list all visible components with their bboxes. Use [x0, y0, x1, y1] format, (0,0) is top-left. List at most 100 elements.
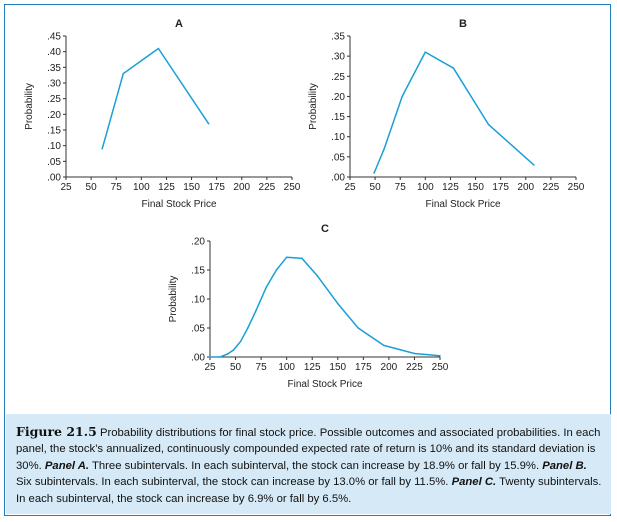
panel-b-text: Six subintervals. In each subinterval, t… — [16, 476, 449, 489]
figure-caption: Figure 21.5 Probability distributions fo… — [6, 414, 611, 514]
panel-c-data-point — [382, 344, 385, 347]
panel-a-y-label: Probability — [24, 83, 35, 130]
panel-a-y-tick-label: .20 — [47, 110, 61, 121]
panel-c-y-label: Probability — [168, 276, 179, 323]
panel-c-data-point — [226, 353, 229, 355]
panel-c-title: C — [321, 223, 329, 235]
panel-b-data-point — [383, 148, 385, 150]
panel-a-x-tick-label: 150 — [183, 182, 200, 193]
panel-b-y-tick-label: .35 — [331, 32, 345, 43]
panel-a-x-tick-label: 175 — [208, 182, 225, 193]
panel-c-x-tick-label: 125 — [304, 362, 321, 373]
panel-b-data-point — [533, 164, 535, 166]
panel-c-data-point — [301, 257, 303, 260]
panel-a-x-tick-label: 250 — [284, 182, 301, 193]
panel-c-data-point — [357, 327, 360, 329]
panel-b-x-tick-label: 200 — [517, 182, 534, 193]
panel-c-text: Twenty subintervals. In each subinterval… — [16, 476, 602, 505]
panel-a-series-line — [101, 47, 210, 150]
panel-c-x-tick-label: 225 — [406, 362, 423, 373]
panel-c-data-point — [247, 327, 249, 329]
panel-a-data-point — [157, 47, 160, 50]
panel-c-x-tick-label: 25 — [204, 362, 216, 373]
panel-b-x-tick-label: 225 — [543, 182, 560, 193]
panel-b-x-tick-label: 25 — [344, 182, 356, 193]
panel-c-data-point — [316, 275, 319, 277]
panel-a-y-tick-label: .00 — [47, 173, 61, 184]
panel-c-data-point — [265, 286, 268, 289]
panel-c-x-tick-label: 175 — [355, 362, 372, 373]
panel-b-data-point — [487, 123, 490, 126]
panel-c-data-point — [275, 269, 278, 271]
panel-b-data-point — [401, 95, 404, 98]
panel-c-data-point — [209, 356, 211, 358]
panel-c-data-point — [285, 256, 288, 259]
panel-c-data-point — [255, 309, 257, 312]
panel-a-y-tick-label: .15 — [47, 126, 61, 137]
panel-a-x-tick-label: 25 — [60, 182, 72, 193]
panel-a-text: Three subintervals. In each subinterval,… — [91, 459, 540, 472]
panel-b-y-tick-label: .05 — [331, 152, 345, 163]
panel-a-label: Panel A. — [44, 459, 90, 472]
panel-b-x-label: Final Stock Price — [425, 199, 500, 210]
panel-c-x-tick-label: 50 — [230, 362, 242, 373]
panel-a-data-point — [122, 72, 125, 75]
panel-b-label: Panel B. — [542, 459, 587, 472]
panel-b-x-tick-label: 175 — [492, 182, 509, 193]
panel-a-data-point — [101, 148, 103, 150]
panel-c-x-tick-label: 100 — [278, 362, 295, 373]
panel-c-y-tick-label: .20 — [191, 237, 205, 248]
panel-b-y-tick-label: .30 — [331, 52, 345, 63]
panel-b-x-tick-label: 250 — [568, 182, 585, 193]
panel-c-data-point — [219, 356, 222, 358]
panel-a-y-tick-label: .05 — [47, 157, 61, 168]
figure-label: Figure 21.5 — [16, 424, 97, 439]
panel-c-series-line — [210, 256, 441, 358]
panel-b-y-tick-label: .15 — [331, 112, 345, 123]
panel-c-x-tick-label: 250 — [432, 362, 449, 373]
panel-b-y-tick-label: .25 — [331, 72, 345, 83]
panel-c-label: Panel C. — [451, 476, 497, 489]
panel-a-data-point — [207, 122, 210, 125]
panel-c-data-point — [413, 352, 416, 355]
panel-a-y-tick-label: .25 — [47, 94, 61, 105]
panel-a-x-label: Final Stock Price — [141, 199, 216, 210]
panel-b-title: B — [459, 18, 467, 30]
panel-a-x-tick-label: 50 — [86, 182, 98, 193]
panel-a-y-tick-label: .30 — [47, 79, 61, 90]
panel-a-y-tick-label: .10 — [47, 141, 61, 152]
panel-c-x-tick-label: 150 — [329, 362, 346, 373]
panel-b-y-tick-label: .20 — [331, 92, 345, 103]
panel-c-data-point — [232, 349, 235, 351]
panel-a-x-tick-label: 100 — [133, 182, 150, 193]
panel-b-data-point — [373, 172, 375, 174]
panel-b-y-tick-label: .00 — [331, 173, 345, 184]
panel-c-x-tick-label: 200 — [381, 362, 398, 373]
caption-intro: Probability distributions for final stoc… — [16, 427, 601, 472]
panel-a-y-tick-label: .45 — [47, 32, 61, 43]
panel-b-x-tick-label: 150 — [467, 182, 484, 193]
panel-b-x-tick-label: 100 — [417, 182, 434, 193]
panel-a-x-tick-label: 225 — [259, 182, 276, 193]
panel-c-x-tick-label: 75 — [256, 362, 268, 373]
panel-c-data-point — [439, 355, 441, 357]
panel-b-x-tick-label: 50 — [370, 182, 382, 193]
panel-b-x-tick-label: 125 — [442, 182, 459, 193]
panel-b-y-label: Probability — [308, 83, 319, 130]
panel-b-x-tick-label: 75 — [395, 182, 407, 193]
panel-c-y-tick-label: .10 — [191, 295, 205, 306]
panel-a-x-tick-label: 200 — [233, 182, 250, 193]
panel-c-data-point — [239, 340, 242, 343]
panel-c-data-point — [336, 302, 339, 305]
panel-b-data-point — [424, 51, 427, 53]
panel-b-y-tick-label: .10 — [331, 132, 345, 143]
panel-a-x-tick-label: 125 — [158, 182, 175, 193]
panel-c-y-tick-label: .05 — [191, 324, 205, 335]
panel-c-y-tick-label: .00 — [191, 353, 205, 364]
panel-c-x-label: Final Stock Price — [287, 379, 362, 390]
panel-a-title: A — [175, 18, 183, 30]
panel-a-y-tick-label: .40 — [47, 47, 61, 58]
panel-a-x-tick-label: 75 — [111, 182, 123, 193]
panel-b-series-line — [373, 51, 535, 174]
